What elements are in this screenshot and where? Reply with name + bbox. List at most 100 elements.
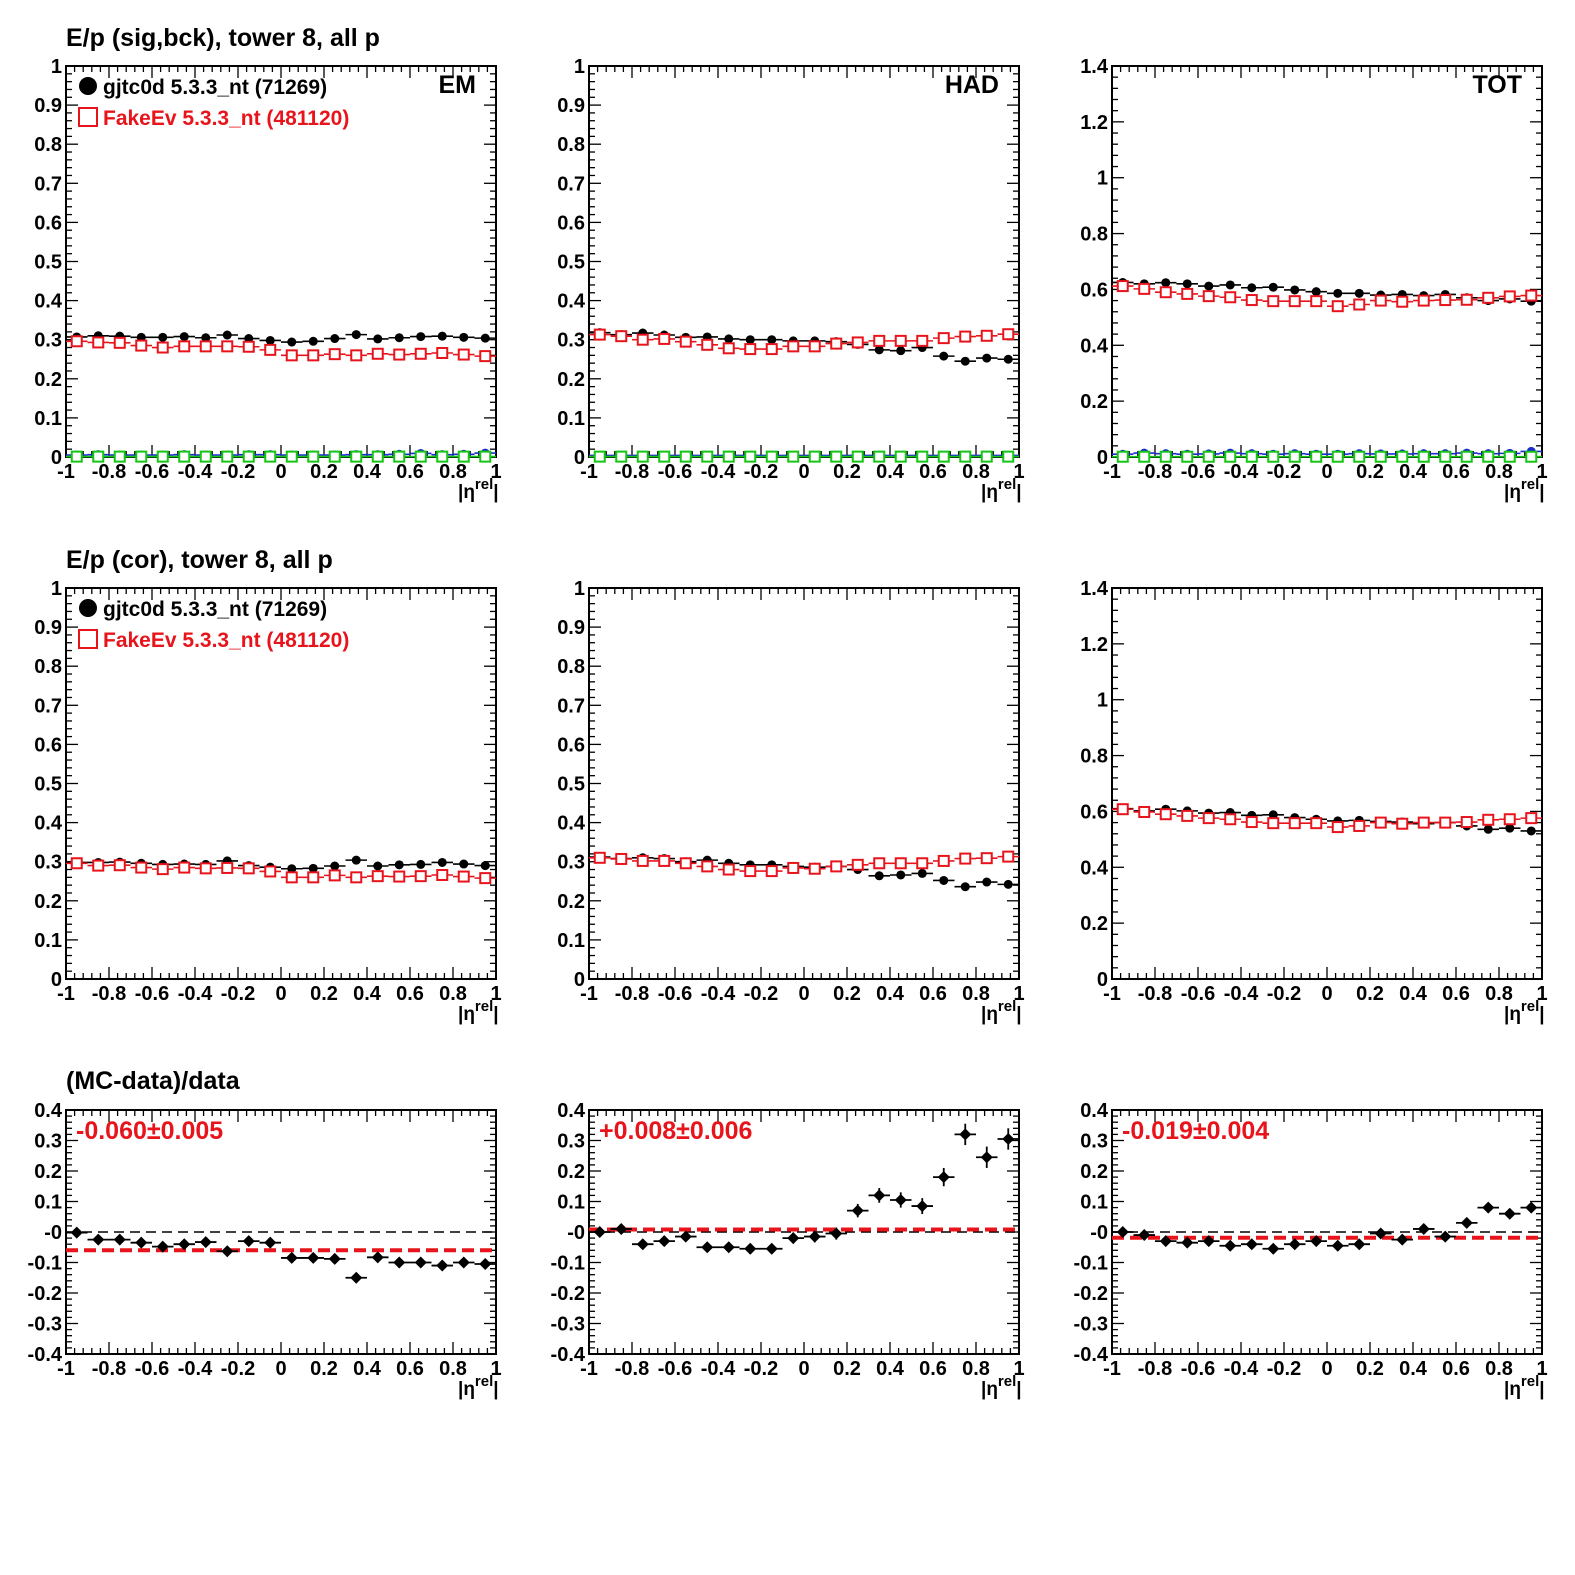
x-tick-label: -0.4: [701, 461, 736, 483]
data-point: [330, 334, 340, 344]
data-point: [722, 1241, 735, 1254]
data-point: [135, 450, 148, 463]
data-point: [199, 340, 212, 353]
y-tick-label: 0.2: [34, 891, 62, 913]
x-tick-label: 0.6: [919, 983, 947, 1005]
data-point: [285, 349, 298, 362]
x-tick-label: 0.8: [1485, 983, 1513, 1005]
data-point: [113, 450, 126, 463]
data-point: [917, 868, 927, 878]
data-point: [1311, 287, 1321, 297]
x-tick-label: -1: [57, 461, 75, 483]
x-tick-label: -0.2: [1267, 983, 1301, 1005]
y-tick-label: 0.8: [1080, 224, 1108, 246]
data-point: [307, 871, 320, 884]
data-point: [156, 863, 169, 876]
x-tick-label: 0.2: [1356, 461, 1384, 483]
y-tick-label: 0.3: [34, 852, 62, 874]
panel-ratio-EM: -1 -0.8 -0.6 -0.4 -0.2 0 0.2 0.4 0.6 0.8 1|ηrel| -0…: [28, 1100, 502, 1400]
data-point: [1353, 1238, 1366, 1251]
data-point: [1460, 293, 1473, 306]
data-point: [765, 343, 778, 356]
x-tick-label: 0.8: [962, 461, 990, 483]
data-point: [980, 852, 993, 865]
data-point: [328, 869, 341, 882]
data-point: [285, 450, 298, 463]
y-tick-label: -0.1: [1074, 1253, 1108, 1275]
data-point: [1333, 288, 1343, 298]
data-point: [679, 857, 692, 870]
x-tick-label: -0.2: [1267, 1358, 1301, 1380]
data-point: [414, 1256, 427, 1269]
data-point: [1224, 450, 1237, 463]
data-point: [939, 351, 949, 361]
data-point: [1483, 824, 1493, 834]
data-point: [1374, 450, 1387, 463]
y-tick-label: 0.5: [34, 774, 62, 796]
data-point: [1331, 450, 1344, 463]
panel-sig-bck-HAD: -1 -0.8 -0.6 -0.4 -0.2 0 0.2 0.4 0.6 0.8 1|ηrel|00…: [557, 56, 1024, 503]
data-point: [350, 1271, 363, 1284]
x-tick-label: -0.6: [135, 1358, 169, 1380]
x-tick-label: 0.4: [876, 461, 905, 483]
data-point: [242, 862, 255, 875]
data-point: [371, 347, 384, 360]
data-point: [851, 450, 864, 463]
data-point: [394, 860, 404, 870]
data-point: [1003, 879, 1013, 889]
x-tick-label: -0.8: [1138, 461, 1172, 483]
data-point: [1503, 450, 1516, 463]
y-tick-label: 1.4: [1080, 56, 1109, 78]
data-point: [1247, 283, 1257, 293]
data-point: [959, 330, 972, 343]
data-point: [1353, 298, 1366, 311]
data-point: [179, 332, 189, 342]
data-point: [1268, 282, 1278, 292]
data-point: [1181, 450, 1194, 463]
x-tick-label: 0.2: [1356, 1358, 1384, 1380]
x-tick-label: 1: [1013, 983, 1024, 1005]
data-point: [1202, 1235, 1215, 1248]
x-axis-label: |ηrel|: [1504, 476, 1545, 503]
data-point: [679, 335, 692, 348]
data-point: [1374, 1227, 1387, 1240]
data-point: [1138, 450, 1151, 463]
x-axis-label: |ηrel|: [1504, 1373, 1545, 1400]
mean-annotation: -0.060±0.005: [76, 1117, 223, 1145]
y-tick-label: 0.5: [34, 252, 62, 274]
data-point: [1482, 1201, 1495, 1214]
x-tick-label: 0.4: [876, 983, 905, 1005]
data-point: [1503, 1207, 1516, 1220]
data-point: [135, 1236, 148, 1249]
data-point: [436, 1259, 449, 1272]
x-axis-label: |ηrel|: [1504, 998, 1545, 1025]
y-tick-label: 1: [1097, 168, 1108, 190]
x-tick-label: 0: [798, 461, 809, 483]
data-point: [1503, 290, 1516, 303]
data-point: [393, 348, 406, 361]
x-tick-label: 0: [1321, 461, 1332, 483]
panel-corner-label: HAD: [945, 71, 999, 99]
data-point: [1374, 294, 1387, 307]
x-tick-label: -0.4: [701, 983, 736, 1005]
x-tick-label: -0.6: [658, 461, 692, 483]
y-tick-label: 0.3: [34, 1131, 62, 1153]
data-point: [178, 450, 191, 463]
y-tick-label: 0.7: [557, 695, 585, 717]
data-point: [437, 331, 447, 341]
panel-cor-HAD: -1 -0.8 -0.6 -0.4 -0.2 0 0.2 0.4 0.6 0.8 1|ηrel|00…: [557, 578, 1024, 1025]
y-tick-label: 0.2: [1080, 391, 1108, 413]
y-tick-label: -0: [567, 1222, 585, 1244]
data-point: [874, 871, 884, 881]
data-point: [937, 450, 950, 463]
mean-annotation: +0.008±0.006: [599, 1117, 752, 1145]
data-point: [722, 863, 735, 876]
y-tick-label: 0.4: [34, 813, 63, 835]
data-point: [1439, 450, 1452, 463]
x-tick-label: -1: [580, 461, 598, 483]
y-tick-label: -0.1: [551, 1253, 585, 1275]
y-tick-label: 0.7: [34, 173, 62, 195]
y-tick-label: 0.1: [1080, 1192, 1108, 1214]
y-tick-label: 1: [51, 56, 62, 78]
data-point: [1267, 1242, 1280, 1255]
